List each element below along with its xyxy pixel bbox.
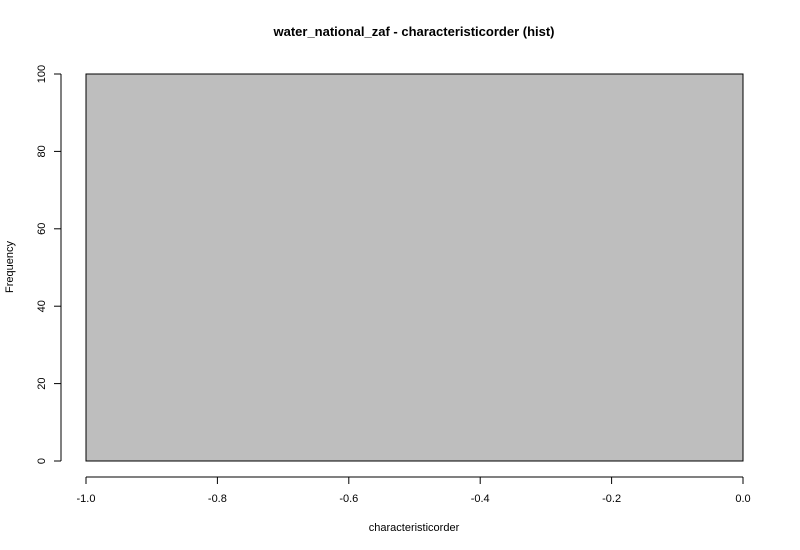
x-tick-label: -0.4	[471, 493, 490, 505]
bars-layer	[85, 73, 744, 462]
y-tick-label: 40	[36, 300, 48, 312]
x-tick-label: -0.8	[208, 493, 227, 505]
x-tick-label: -1.0	[77, 493, 96, 505]
y-tick-label: 60	[36, 223, 48, 235]
x-axis-label: characteristicorder	[369, 522, 460, 534]
y-axis-label: Frequency	[4, 241, 16, 293]
chart-title: water_national_zaf - characteristicorder…	[272, 24, 554, 39]
y-axis: 0 20 40 60 80 100	[36, 65, 62, 464]
y-tick-label: 20	[36, 377, 48, 389]
y-tick-label: 80	[36, 145, 48, 157]
histogram-bar	[85, 73, 744, 462]
y-tick-label: 100	[36, 65, 48, 83]
x-tick-label: 0.0	[735, 493, 750, 505]
x-tick-label: -0.2	[602, 493, 621, 505]
x-axis: -1.0 -0.8 -0.6 -0.4 -0.2 0.0	[77, 476, 751, 505]
x-tick-label: -0.6	[339, 493, 358, 505]
y-tick-label: 0	[36, 458, 48, 464]
